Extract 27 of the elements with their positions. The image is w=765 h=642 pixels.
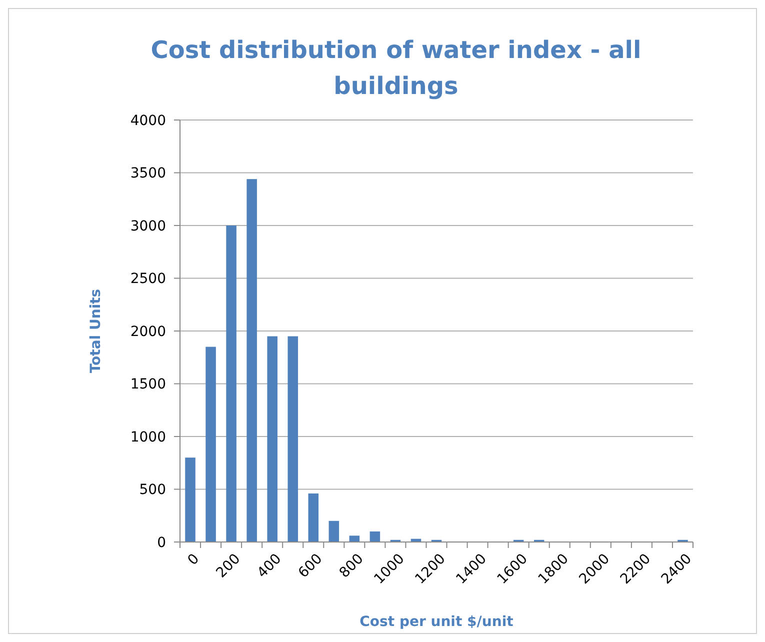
x-tick-label: 0 [184, 550, 203, 569]
bar [246, 179, 257, 542]
bar [185, 458, 196, 542]
x-tick-label: 800 [336, 550, 367, 582]
y-tick-label: 1500 [130, 376, 166, 393]
bar [267, 336, 278, 542]
bar [328, 520, 340, 542]
bar [370, 531, 380, 542]
bar [206, 346, 216, 542]
x-tick-label: 600 [295, 550, 326, 582]
y-tick-label: 500 [139, 482, 166, 498]
chart-title: Cost distribution of water index - all buildings [150, 36, 642, 100]
y-tick-label: 0 [157, 534, 166, 551]
x-tick-label: 200 [213, 550, 244, 582]
y-tick-label: 4000 [130, 112, 166, 129]
y-axis-title: Total Units [88, 288, 104, 374]
y-tick-label: 2500 [130, 271, 166, 288]
bar [226, 226, 236, 542]
bar [288, 336, 298, 542]
x-axis-title: Cost per unit $/unit [360, 614, 514, 630]
bar [349, 536, 360, 542]
x-tick-label: 400 [254, 550, 285, 582]
y-tick-label: 2000 [130, 324, 166, 340]
bar [308, 493, 319, 542]
y-tick-label: 3000 [130, 218, 166, 234]
y-tick-label: 3500 [130, 166, 166, 182]
y-tick-label: 1000 [130, 429, 166, 446]
